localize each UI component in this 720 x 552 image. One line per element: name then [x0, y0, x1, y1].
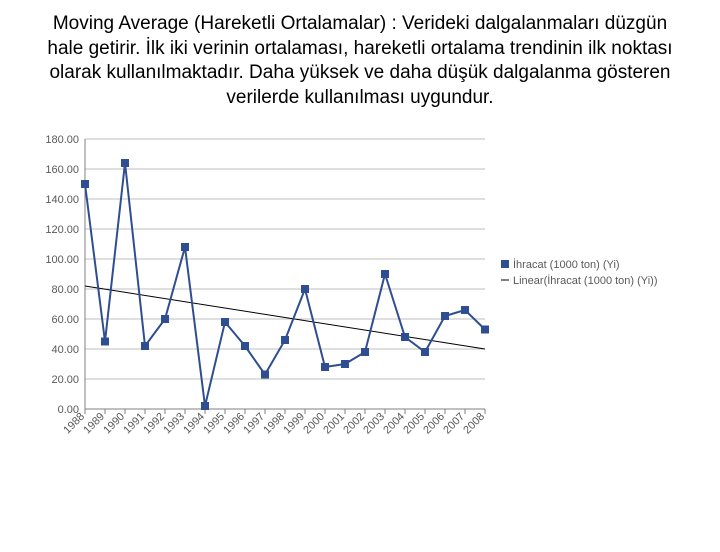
svg-text:120.00: 120.00 — [45, 224, 79, 236]
svg-text:40.00: 40.00 — [51, 344, 79, 356]
svg-text:1996: 1996 — [221, 410, 247, 436]
svg-text:1993: 1993 — [161, 410, 187, 436]
svg-text:1991: 1991 — [121, 410, 147, 436]
svg-text:1999: 1999 — [281, 410, 307, 436]
page-title: Moving Average (Hareketli Ortalamalar) :… — [40, 12, 680, 111]
svg-text:1995: 1995 — [201, 410, 227, 436]
svg-text:60.00: 60.00 — [51, 314, 79, 326]
svg-text:180.00: 180.00 — [45, 134, 79, 146]
svg-text:2000: 2000 — [301, 410, 327, 436]
svg-text:100.00: 100.00 — [45, 254, 79, 266]
moving-average-chart: 0.0020.0040.0060.0080.00100.00120.00140.… — [0, 129, 720, 499]
svg-text:80.00: 80.00 — [51, 284, 79, 296]
svg-text:2006: 2006 — [421, 410, 447, 436]
svg-text:2001: 2001 — [321, 410, 347, 436]
svg-text:1990: 1990 — [101, 410, 127, 436]
svg-text:2004: 2004 — [381, 410, 407, 436]
svg-text:20.00: 20.00 — [51, 374, 79, 386]
svg-text:2003: 2003 — [361, 410, 387, 436]
svg-text:160.00: 160.00 — [45, 164, 79, 176]
svg-text:2008: 2008 — [461, 410, 487, 436]
svg-text:İhracat (1000 ton) (Yi): İhracat (1000 ton) (Yi) — [513, 258, 620, 271]
svg-text:1997: 1997 — [241, 410, 267, 436]
svg-text:140.00: 140.00 — [45, 194, 79, 206]
svg-text:2007: 2007 — [441, 410, 467, 436]
svg-text:Linear(İhracat (1000 ton) (Yi): Linear(İhracat (1000 ton) (Yi)) — [513, 274, 658, 287]
svg-text:2005: 2005 — [401, 410, 427, 436]
chart-svg: 0.0020.0040.0060.0080.00100.00120.00140.… — [0, 129, 720, 499]
svg-text:1989: 1989 — [81, 410, 107, 436]
svg-text:1994: 1994 — [181, 410, 207, 436]
svg-text:2002: 2002 — [341, 410, 367, 436]
svg-text:1998: 1998 — [261, 410, 287, 436]
svg-text:1992: 1992 — [141, 410, 167, 436]
